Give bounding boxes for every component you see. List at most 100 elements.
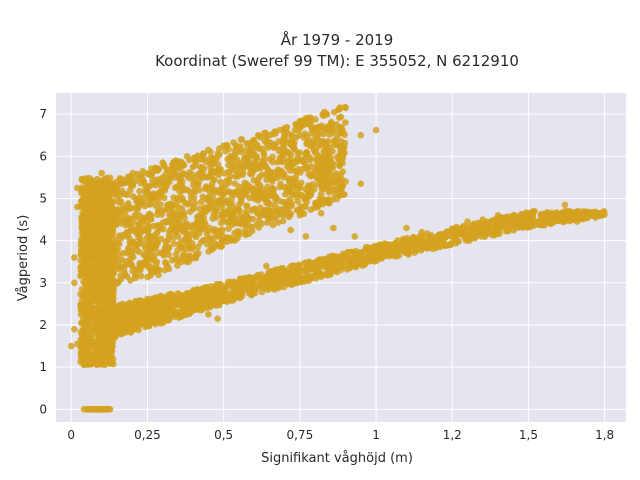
data-point [126, 234, 133, 242]
data-point [210, 210, 218, 218]
data-point [128, 180, 136, 187]
data-point [244, 276, 252, 284]
data-point [220, 209, 227, 217]
data-point [207, 169, 215, 176]
data-point [241, 184, 248, 191]
data-point [162, 259, 169, 266]
data-point [93, 271, 100, 279]
data-point [109, 270, 117, 278]
data-point [300, 121, 307, 129]
data-point [341, 131, 349, 138]
data-point [561, 201, 569, 209]
data-point [116, 265, 124, 273]
data-point [227, 235, 234, 242]
data-point [119, 215, 127, 223]
data-point [339, 145, 347, 153]
data-point [96, 277, 104, 284]
data-point [219, 191, 226, 199]
y-tick-label: 4 [39, 234, 47, 248]
data-point [180, 254, 188, 262]
data-point [235, 183, 243, 190]
data-point [327, 254, 335, 262]
data-point [258, 288, 266, 296]
data-point [252, 273, 260, 281]
data-point [247, 144, 255, 152]
data-point [311, 204, 319, 211]
data-point [311, 139, 318, 146]
data-point [238, 281, 246, 288]
data-point [152, 181, 159, 189]
data-point [270, 130, 277, 138]
data-point [111, 278, 118, 286]
data-point [100, 193, 108, 200]
data-point [148, 165, 155, 172]
data-point [147, 212, 155, 219]
data-point [546, 215, 553, 223]
data-point [236, 164, 243, 172]
data-point [235, 206, 242, 213]
data-point [174, 165, 182, 173]
data-point [233, 188, 240, 195]
data-point [214, 150, 222, 157]
data-point [132, 241, 140, 248]
data-point [105, 254, 112, 262]
data-point [159, 159, 166, 166]
data-point [174, 197, 182, 204]
data-point [87, 272, 95, 280]
data-point [141, 214, 149, 221]
data-point [308, 172, 316, 179]
data-point [256, 212, 264, 220]
data-point [102, 227, 110, 235]
data-point [277, 198, 284, 205]
data-point [505, 224, 512, 231]
data-point [431, 236, 438, 243]
data-point [96, 265, 103, 273]
data-point [147, 269, 155, 277]
data-point [216, 294, 224, 302]
data-point [134, 322, 142, 330]
data-point [330, 224, 337, 232]
data-point [540, 214, 547, 221]
data-point [77, 267, 85, 274]
data-point [109, 190, 117, 198]
data-point [152, 308, 160, 316]
data-point [301, 259, 308, 267]
data-point [301, 194, 309, 202]
data-point [266, 156, 274, 163]
data-point [337, 183, 344, 190]
data-point [98, 306, 106, 314]
data-point [405, 249, 412, 257]
data-point [223, 218, 231, 226]
data-point [67, 342, 75, 350]
y-tick-label: 5 [39, 191, 47, 205]
data-point [258, 171, 266, 179]
data-point [599, 210, 607, 217]
data-point [242, 226, 249, 234]
data-point [302, 115, 310, 122]
data-point [98, 406, 105, 413]
data-point [325, 189, 333, 196]
data-point [142, 323, 149, 331]
data-point [74, 184, 81, 192]
data-point [99, 347, 106, 354]
data-point [263, 262, 270, 270]
data-point [333, 265, 341, 273]
data-point [78, 176, 86, 184]
data-point [106, 277, 113, 285]
data-point [203, 284, 211, 292]
data-point [337, 113, 345, 121]
data-point [161, 266, 168, 274]
data-point [145, 246, 152, 253]
data-point [327, 126, 334, 134]
data-point [92, 184, 100, 191]
data-point [196, 306, 204, 314]
data-point [214, 242, 221, 249]
data-point [146, 233, 153, 240]
data-point [195, 250, 202, 257]
data-point [175, 256, 183, 264]
data-point [383, 242, 390, 250]
data-point [189, 307, 196, 314]
data-point [215, 171, 222, 179]
data-point [315, 161, 323, 169]
